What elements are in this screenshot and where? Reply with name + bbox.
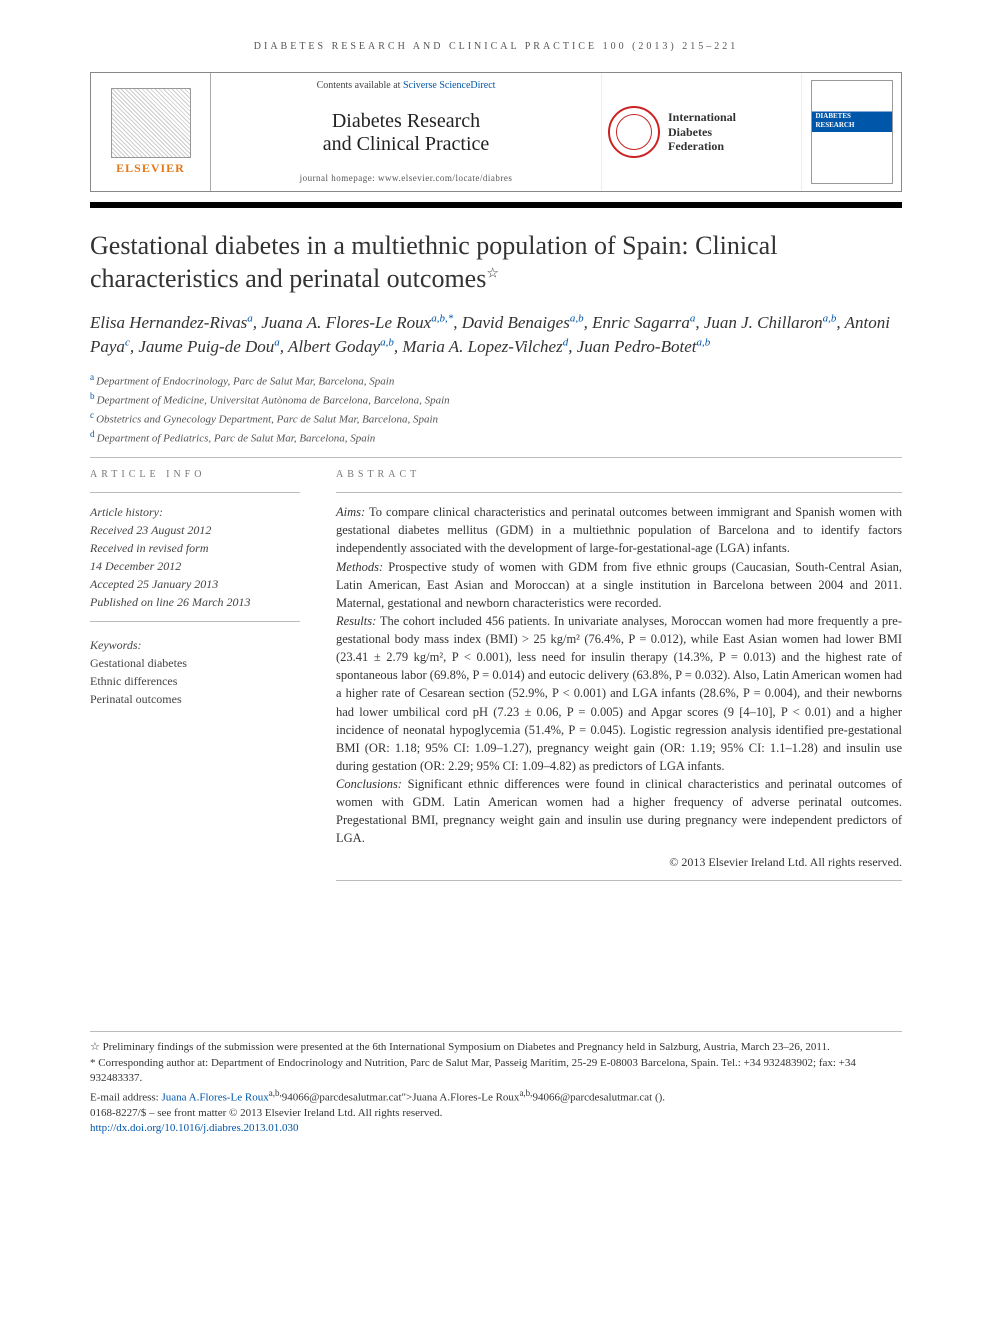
footnotes: ☆ Preliminary findings of the submission…: [90, 1031, 902, 1136]
abstract-body: Aims: To compare clinical characteristic…: [336, 503, 902, 870]
author-affiliation-marker: a,b: [380, 336, 394, 348]
article-title: Gestational diabetes in a multiethnic po…: [90, 230, 902, 295]
journal-name-line2: and Clinical Practice: [323, 133, 490, 155]
journal-cover-thumb: DIABETES RESEARCH CLINICAL PRACTICE: [801, 73, 901, 191]
author: Albert Godaya,b: [288, 337, 394, 356]
contents-available-line: Contents available at Sciverse ScienceDi…: [317, 79, 496, 93]
aims-text: To compare clinical characteristics and …: [336, 505, 902, 555]
article-info-heading: ARTICLE INFO: [90, 468, 300, 482]
author-affiliation-marker: a: [247, 312, 253, 324]
idf-line1: International: [668, 110, 736, 124]
idf-line3: Federation: [668, 139, 724, 153]
conclusions-label: Conclusions:: [336, 777, 402, 791]
author: Juana A. Flores-Le Rouxa,b,*: [261, 313, 453, 332]
affiliation-list: aDepartment of Endocrinology, Parc de Sa…: [90, 371, 902, 448]
author-affiliation-marker: a: [274, 336, 280, 348]
history-revised-line1: Received in revised form: [90, 539, 300, 557]
contents-prefix: Contents available at: [317, 80, 403, 91]
idf-text: International Diabetes Federation: [668, 110, 736, 153]
footnote-email: E-mail address: Juana A.Flores-Le Rouxa,…: [90, 1087, 902, 1106]
email-tail2: 94066@parcdesalutmar.cat ().: [532, 1091, 665, 1103]
email-label: E-mail address:: [90, 1091, 161, 1103]
author: Juan Pedro-Boteta,b: [577, 337, 711, 356]
email-aff-sup2: a,b,: [519, 1088, 532, 1098]
author-affiliation-marker: a,b,*: [431, 312, 453, 324]
article-info-column: ARTICLE INFO Article history: Received 2…: [90, 468, 300, 891]
idf-logo-icon: [608, 106, 660, 158]
author: Elisa Hernandez-Rivasa: [90, 313, 253, 332]
divider: [90, 492, 300, 493]
author-affiliation-marker: d: [563, 336, 569, 348]
methods-text: Prospective study of women with GDM from…: [336, 560, 902, 610]
divider: [336, 492, 902, 493]
divider: [336, 880, 902, 881]
author: David Benaigesa,b: [462, 313, 584, 332]
results-label: Results:: [336, 614, 376, 628]
journal-name-line1: Diabetes Research: [332, 110, 480, 132]
keyword: Perinatal outcomes: [90, 690, 300, 708]
title-rule: [90, 202, 902, 208]
journal-homepage: journal homepage: www.elsevier.com/locat…: [300, 172, 513, 185]
title-footnote-star: ☆: [486, 266, 499, 281]
idf-line2: Diabetes: [668, 125, 712, 139]
email-link[interactable]: Juana A.Flores-Le Roux: [161, 1091, 268, 1103]
conclusions-text: Significant ethnic differences were foun…: [336, 777, 902, 845]
abstract-heading: ABSTRACT: [336, 468, 902, 482]
history-label: Article history:: [90, 503, 300, 521]
article-history: Article history: Received 23 August 2012…: [90, 503, 300, 611]
elsevier-logo-block: ELSEVIER: [91, 73, 211, 191]
affiliation: dDepartment of Pediatrics, Parc de Salut…: [90, 428, 902, 447]
affiliation: aDepartment of Endocrinology, Parc de Sa…: [90, 371, 902, 390]
affiliation: cObstetrics and Gynecology Department, P…: [90, 409, 902, 428]
footnote-issn: 0168-8227/$ – see front matter © 2013 El…: [90, 1106, 902, 1121]
author-affiliation-marker: a: [690, 312, 696, 324]
keyword: Ethnic differences: [90, 672, 300, 690]
running-head: DIABETES RESEARCH AND CLINICAL PRACTICE …: [90, 40, 902, 54]
footnote-corresponding: * Corresponding author at: Department of…: [90, 1056, 902, 1087]
elsevier-wordmark: ELSEVIER: [116, 160, 185, 177]
cover-image-icon: DIABETES RESEARCH CLINICAL PRACTICE: [811, 80, 893, 184]
results-text: The cohort included 456 patients. In uni…: [336, 614, 902, 773]
journal-name: Diabetes Research and Clinical Practice: [323, 110, 490, 156]
article-title-text: Gestational diabetes in a multiethnic po…: [90, 231, 777, 293]
email-aff-sup: a,b,: [269, 1088, 282, 1098]
email-tail1: 94066@parcdesalutmar.cat">Juana A.Flores…: [282, 1091, 520, 1103]
affiliation: bDepartment of Medicine, Universitat Aut…: [90, 390, 902, 409]
author: Enric Sagarraa: [592, 313, 695, 332]
keywords-label: Keywords:: [90, 636, 300, 654]
author: Jaume Puig-de Doua: [138, 337, 279, 356]
aims-label: Aims:: [336, 505, 365, 519]
author-affiliation-marker: a,b: [696, 336, 710, 348]
doi-link[interactable]: http://dx.doi.org/10.1016/j.diabres.2013…: [90, 1122, 298, 1134]
cover-title: DIABETES RESEARCH CLINICAL PRACTICE: [816, 112, 888, 151]
methods-label: Methods:: [336, 560, 383, 574]
author-list: Elisa Hernandez-Rivasa, Juana A. Flores-…: [90, 311, 902, 359]
idf-block: International Diabetes Federation: [601, 73, 801, 191]
author-affiliation-marker: a,b: [570, 312, 584, 324]
masthead: ELSEVIER Contents available at Sciverse …: [90, 72, 902, 192]
history-accepted: Accepted 25 January 2013: [90, 575, 300, 593]
author: Maria A. Lopez-Vilchezd: [402, 337, 568, 356]
author-affiliation-marker: c: [125, 336, 130, 348]
keyword: Gestational diabetes: [90, 654, 300, 672]
author: Juan J. Chillarona,b: [704, 313, 837, 332]
sciencedirect-link[interactable]: Sciverse ScienceDirect: [403, 80, 495, 91]
author-affiliation-marker: a,b: [823, 312, 837, 324]
abstract-copyright: © 2013 Elsevier Ireland Ltd. All rights …: [336, 854, 902, 871]
history-received: Received 23 August 2012: [90, 521, 300, 539]
abstract-column: ABSTRACT Aims: To compare clinical chara…: [336, 468, 902, 891]
masthead-center: Contents available at Sciverse ScienceDi…: [211, 73, 601, 191]
history-published: Published on line 26 March 2013: [90, 593, 300, 611]
footnote-star: ☆ Preliminary findings of the submission…: [90, 1040, 902, 1055]
elsevier-tree-icon: [111, 88, 191, 158]
divider: [90, 457, 902, 458]
divider: [90, 621, 300, 622]
keywords-block: Keywords: Gestational diabetes Ethnic di…: [90, 636, 300, 708]
history-revised-line2: 14 December 2012: [90, 557, 300, 575]
